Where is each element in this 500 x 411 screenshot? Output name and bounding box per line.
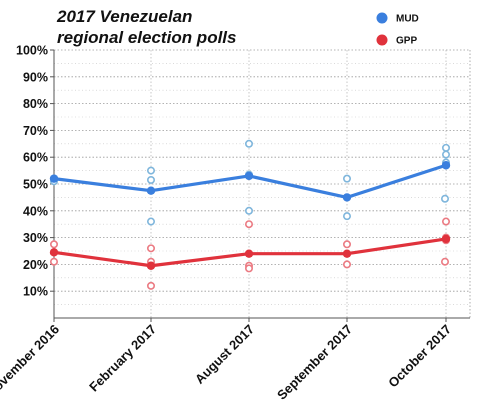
trend-point-gpp <box>342 249 352 258</box>
trend-point-mud <box>244 171 254 181</box>
poll-points <box>49 139 450 290</box>
trend-point-gpp <box>441 234 451 244</box>
poll-point-gpp <box>147 244 156 253</box>
trend-point-mud <box>49 174 59 183</box>
trend-point-mud <box>146 186 156 195</box>
y-axis-ticks: 10% 20% 30% 40% 50% 60% 70% 80% 90% 100% <box>16 44 54 299</box>
chart-title-line-1: 2017 Venezuelan <box>56 7 192 26</box>
y-tick-label: 100% <box>16 44 48 58</box>
poll-point-gpp <box>440 257 449 266</box>
x-tick-label: November 2016 <box>0 322 62 401</box>
poll-point-mud <box>245 206 254 215</box>
legend-label-mud: MUD <box>396 14 419 25</box>
trend-point-gpp <box>146 261 156 270</box>
poll-point-mud <box>342 212 351 221</box>
poll-point-mud <box>440 194 449 203</box>
grid-lines <box>54 49 470 318</box>
trend-point-gpp <box>244 249 254 258</box>
poll-point-mud <box>441 150 450 159</box>
trend-point-gpp <box>49 248 59 257</box>
poll-point-gpp <box>245 264 254 273</box>
trend-line-mud <box>53 163 447 199</box>
poll-point-mud <box>147 217 156 226</box>
poll-point-gpp <box>245 220 254 229</box>
poll-point-mud <box>342 174 351 183</box>
trend-lines <box>49 161 451 270</box>
x-tick-label: September 2017 <box>274 322 355 403</box>
poll-point-gpp <box>49 240 58 249</box>
poll-point-gpp <box>342 240 351 249</box>
y-tick-label: 40% <box>23 204 48 218</box>
poll-point-mud <box>147 166 156 175</box>
chart-title-line-2: regional election polls <box>57 28 236 47</box>
poll-point-gpp <box>342 260 351 269</box>
legend: MUD GPP <box>376 12 419 47</box>
legend-swatch-gpp <box>376 34 388 46</box>
poll-point-gpp <box>147 281 156 290</box>
poll-point-gpp <box>441 217 450 226</box>
y-tick-label: 30% <box>23 231 48 245</box>
trend-point-mud <box>342 193 352 202</box>
poll-point-mud <box>147 175 156 184</box>
x-tick-label: October 2017 <box>385 322 454 391</box>
y-tick-label: 70% <box>23 124 48 138</box>
x-tick-label: February 2017 <box>86 322 159 395</box>
trend-point-mud <box>441 161 451 170</box>
x-axis-ticks: November 2016 February 2017 August 2017 Sep… <box>0 318 454 403</box>
y-tick-label: 20% <box>23 258 48 272</box>
poll-point-mud <box>441 143 450 152</box>
legend-swatch-mud <box>376 12 388 24</box>
y-tick-label: 90% <box>23 70 48 84</box>
y-tick-label: 60% <box>23 151 48 165</box>
x-tick-label: August 2017 <box>192 322 257 387</box>
legend-label-gpp: GPP <box>396 36 417 47</box>
y-tick-label: 10% <box>23 285 48 299</box>
poll-point-gpp <box>49 257 58 266</box>
poll-point-mud <box>245 139 254 148</box>
y-tick-label: 50% <box>23 178 48 192</box>
y-tick-label: 80% <box>23 97 48 111</box>
